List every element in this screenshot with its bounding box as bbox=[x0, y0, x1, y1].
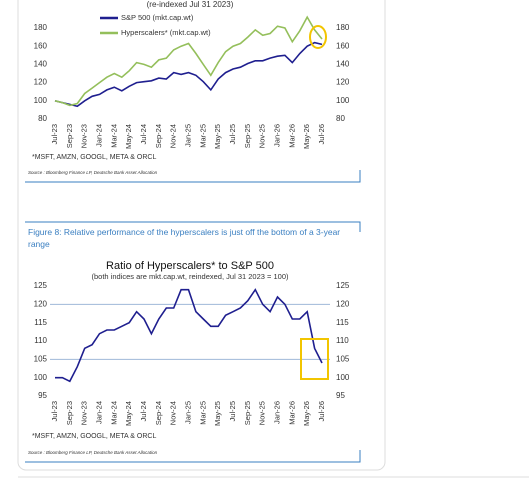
x-tick-label: Jan-25 bbox=[183, 401, 192, 424]
x-tick-label: Sep-24 bbox=[154, 124, 163, 148]
y-tick-label: 115 bbox=[34, 318, 47, 327]
x-tick-label: Nov-24 bbox=[169, 124, 178, 148]
x-tick-label: Nov-24 bbox=[169, 401, 178, 425]
x-tick-label: Nov-25 bbox=[258, 124, 267, 148]
caption-rule bbox=[25, 221, 361, 232]
y2-tick-label: 80 bbox=[336, 114, 345, 123]
x-tick-label: May-25 bbox=[213, 401, 222, 426]
legend-label: Hyperscalers* (mkt.cap.wt) bbox=[121, 28, 211, 37]
x-tick-label: Jul-26 bbox=[317, 124, 326, 144]
x-tick-label: Mar-26 bbox=[287, 124, 296, 148]
y-tick-label: 160 bbox=[34, 41, 48, 50]
series-line bbox=[54, 41, 323, 108]
x-tick-label: Jan-24 bbox=[94, 124, 103, 147]
source-rule bbox=[25, 170, 361, 183]
y2-tick-label: 120 bbox=[336, 299, 350, 308]
x-tick-label: May-26 bbox=[302, 401, 311, 426]
figure-caption: Figure 8: Relative performance of the hy… bbox=[28, 227, 341, 249]
x-tick-label: May-26 bbox=[302, 124, 311, 149]
y-tick-label: 100 bbox=[34, 373, 48, 382]
x-tick-label: Sep-24 bbox=[154, 401, 163, 425]
x-tick-label: May-24 bbox=[124, 401, 133, 426]
x-tick-label: Nov-23 bbox=[80, 401, 89, 425]
x-tick-label: Jul-23 bbox=[50, 401, 59, 421]
x-tick-label: Nov-25 bbox=[258, 401, 267, 425]
source: Source : Bloomberg Finance LP, Deutsche … bbox=[28, 170, 158, 175]
x-tick-label: Jan-24 bbox=[94, 401, 103, 424]
x-tick-label: Jan-26 bbox=[272, 124, 281, 147]
x-tick-label: Jan-25 bbox=[183, 124, 192, 147]
x-tick-label: Nov-23 bbox=[80, 124, 89, 148]
x-tick-label: Jan-26 bbox=[272, 401, 281, 424]
series-line bbox=[54, 15, 323, 107]
y-tick-label: 80 bbox=[38, 114, 47, 123]
y-tick-label: 105 bbox=[34, 354, 48, 363]
footnote: *MSFT, AMZN, GOOGL, META & ORCL bbox=[32, 154, 156, 161]
x-tick-label: Jul-25 bbox=[228, 401, 237, 421]
x-tick-label: Mar-24 bbox=[109, 124, 118, 148]
chart-title: Ratio of Hyperscalers* to S&P 500 bbox=[106, 260, 274, 272]
x-tick-label: Sep-25 bbox=[243, 124, 252, 148]
y2-tick-label: 115 bbox=[336, 318, 349, 327]
x-tick-label: May-24 bbox=[124, 124, 133, 149]
y-tick-label: 125 bbox=[34, 281, 48, 290]
x-tick-label: May-25 bbox=[213, 124, 222, 149]
y-tick-label: 100 bbox=[34, 96, 48, 105]
x-tick-label: Mar-26 bbox=[287, 401, 296, 425]
y-tick-label: 120 bbox=[34, 78, 48, 87]
y2-tick-label: 125 bbox=[336, 281, 350, 290]
highlight bbox=[300, 338, 329, 380]
chart-subtitle: (re-indexed Jul 31 2023) bbox=[147, 0, 234, 9]
x-tick-label: Mar-25 bbox=[198, 401, 207, 425]
y2-tick-label: 100 bbox=[336, 96, 350, 105]
y-tick-label: 95 bbox=[38, 391, 47, 400]
y2-tick-label: 95 bbox=[336, 391, 345, 400]
y2-tick-label: 160 bbox=[336, 41, 350, 50]
chart-subtitle: (both indices are mkt.cap.wt, reindexed,… bbox=[92, 272, 289, 281]
y-tick-label: 180 bbox=[34, 23, 48, 32]
source: Source : Bloomberg Finance LP, Deutsche … bbox=[28, 450, 158, 455]
footnote: *MSFT, AMZN, GOOGL, META & ORCL bbox=[32, 433, 156, 440]
y2-tick-label: 180 bbox=[336, 23, 350, 32]
x-tick-label: Jul-24 bbox=[139, 401, 148, 421]
x-tick-label: Jul-23 bbox=[50, 124, 59, 144]
x-tick-label: Jul-24 bbox=[139, 124, 148, 144]
y2-tick-label: 100 bbox=[336, 373, 350, 382]
legend-label: S&P 500 (mkt.cap.wt) bbox=[121, 13, 194, 22]
series-line bbox=[55, 288, 323, 383]
x-tick-label: Sep-23 bbox=[65, 124, 74, 148]
source-rule bbox=[25, 450, 361, 463]
y-tick-label: 110 bbox=[34, 336, 47, 345]
y2-tick-label: 110 bbox=[336, 336, 349, 345]
x-tick-label: Jul-25 bbox=[228, 124, 237, 144]
y2-tick-label: 140 bbox=[336, 60, 350, 69]
x-tick-label: Sep-25 bbox=[243, 401, 252, 425]
x-tick-label: Mar-25 bbox=[198, 124, 207, 148]
x-tick-label: Jul-26 bbox=[317, 401, 326, 421]
x-tick-label: Mar-24 bbox=[109, 401, 118, 425]
y-tick-label: 120 bbox=[34, 299, 48, 308]
charts: 80 100 120 140 160 180 80 100 120 140 160 180 Jul-23… bbox=[34, 13, 350, 426]
card bbox=[17, 0, 386, 471]
y2-tick-label: 105 bbox=[336, 354, 350, 363]
x-tick-label: Sep-23 bbox=[65, 401, 74, 425]
y-tick-label: 140 bbox=[34, 60, 48, 69]
y2-tick-label: 120 bbox=[336, 78, 350, 87]
highlight bbox=[309, 25, 327, 49]
